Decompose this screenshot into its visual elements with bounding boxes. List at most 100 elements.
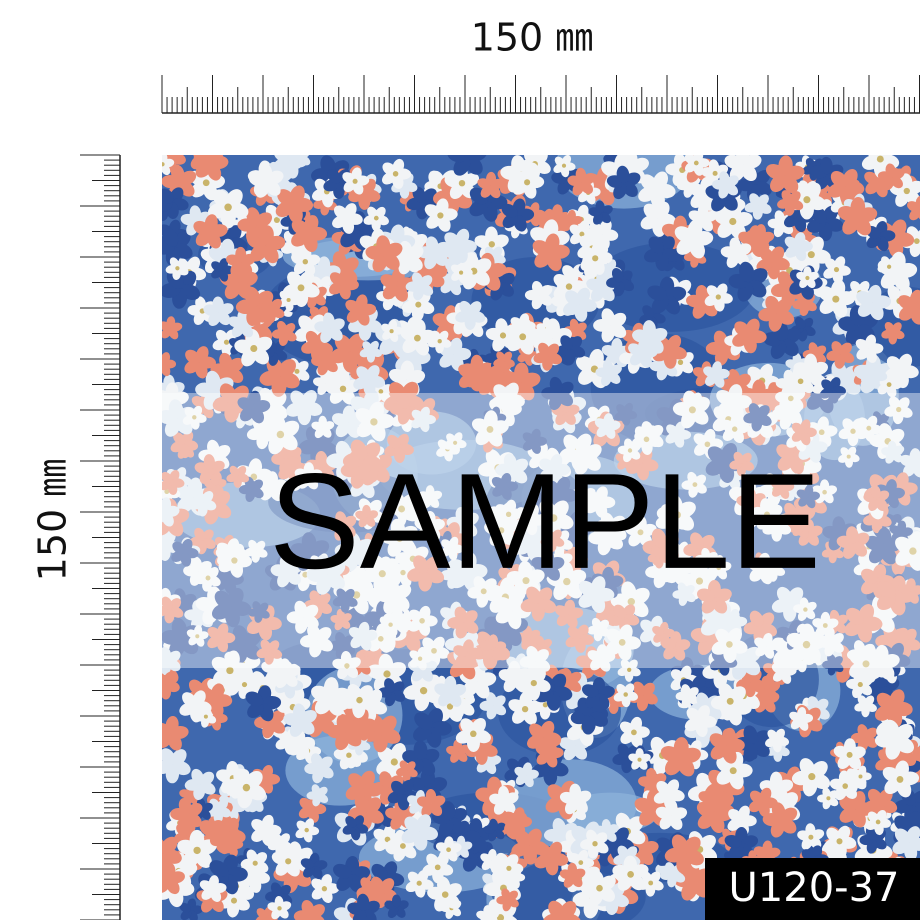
flower-center bbox=[542, 702, 549, 708]
flower-center bbox=[596, 884, 603, 892]
flower-center bbox=[373, 215, 379, 221]
flower-center bbox=[836, 838, 843, 845]
flower-center bbox=[352, 178, 358, 184]
flower-center bbox=[637, 529, 644, 536]
flower-center bbox=[224, 203, 232, 212]
flower-center bbox=[498, 527, 505, 534]
flower-center bbox=[305, 474, 311, 480]
flower-center bbox=[488, 241, 495, 248]
flower-center bbox=[339, 385, 347, 393]
flower-center bbox=[231, 557, 238, 564]
flower-center bbox=[524, 179, 531, 186]
flower-center bbox=[276, 430, 285, 439]
flower-center bbox=[913, 238, 920, 244]
flower-center bbox=[627, 667, 632, 672]
flower-center bbox=[285, 858, 292, 865]
flower-center bbox=[581, 493, 586, 498]
flower-center bbox=[459, 270, 464, 275]
flower-center bbox=[673, 511, 681, 519]
flower-center bbox=[431, 647, 437, 654]
flower-center bbox=[592, 255, 599, 262]
flower-center bbox=[398, 505, 406, 513]
flower-center bbox=[886, 382, 892, 387]
flower-center bbox=[862, 660, 870, 668]
flower-center bbox=[195, 634, 200, 639]
flower-center bbox=[857, 682, 863, 688]
flower-center bbox=[356, 696, 363, 704]
flower-center bbox=[530, 679, 537, 687]
flower-center bbox=[807, 251, 815, 259]
flower-center bbox=[193, 846, 201, 855]
flower-center bbox=[378, 636, 384, 642]
flower-center bbox=[808, 834, 814, 840]
flower-center bbox=[693, 160, 699, 166]
flower-center bbox=[392, 171, 399, 177]
flower-center bbox=[390, 758, 398, 766]
flower-center bbox=[808, 773, 816, 781]
flower-center bbox=[726, 641, 733, 648]
flower-center bbox=[729, 217, 737, 226]
flower-center bbox=[832, 295, 840, 303]
flower-center bbox=[505, 511, 512, 517]
flower-center bbox=[384, 836, 391, 843]
top-ruler-label: 150 ㎜ bbox=[471, 16, 594, 60]
flower-center bbox=[437, 212, 444, 219]
flower-center bbox=[506, 865, 512, 871]
flower-center bbox=[203, 714, 208, 719]
flower-center bbox=[286, 297, 291, 303]
flower-center bbox=[415, 301, 422, 308]
flower-center bbox=[378, 570, 386, 578]
flower-center bbox=[519, 333, 527, 341]
flower-center bbox=[458, 179, 466, 187]
flower-center bbox=[294, 368, 300, 374]
flower-center bbox=[522, 577, 530, 585]
flower-center bbox=[205, 575, 211, 581]
flower-center bbox=[850, 428, 856, 434]
flower-center bbox=[866, 425, 872, 431]
left-ruler-label: 150 ㎜ bbox=[31, 459, 75, 582]
flower-center bbox=[731, 426, 738, 432]
flower-center bbox=[304, 827, 309, 833]
flower-center bbox=[417, 656, 423, 661]
flower-center bbox=[226, 666, 234, 675]
flower-center bbox=[802, 640, 811, 649]
flower-center bbox=[858, 774, 863, 779]
flower-center bbox=[876, 155, 884, 163]
flower-center bbox=[388, 622, 393, 627]
flower-center bbox=[164, 489, 170, 495]
product-code: U120-37 bbox=[729, 865, 900, 911]
flower-center bbox=[241, 682, 248, 688]
flower-center bbox=[496, 914, 505, 920]
flower-center bbox=[370, 418, 378, 426]
flower-center bbox=[627, 871, 634, 878]
flower-center bbox=[277, 906, 282, 911]
flower-center bbox=[162, 162, 165, 167]
flower-center bbox=[631, 729, 637, 736]
flower-center bbox=[627, 448, 633, 453]
flower-center bbox=[822, 489, 827, 495]
flower-center bbox=[826, 796, 831, 801]
flower-center bbox=[486, 425, 494, 433]
flower-center bbox=[896, 406, 902, 413]
flower-center bbox=[787, 395, 794, 402]
flower-center bbox=[715, 294, 721, 300]
flower-center bbox=[453, 440, 458, 445]
flower-center bbox=[400, 569, 406, 576]
flower-center bbox=[712, 170, 718, 176]
flower-center bbox=[344, 663, 350, 669]
flower-center bbox=[561, 163, 567, 168]
flower-center bbox=[414, 334, 421, 342]
flower-center bbox=[446, 847, 451, 853]
flower-center bbox=[480, 588, 487, 595]
flower-center bbox=[875, 819, 881, 825]
fabric-flowers bbox=[162, 155, 920, 920]
flower-center bbox=[202, 179, 210, 187]
flower-center bbox=[797, 378, 804, 385]
flower-center bbox=[396, 534, 404, 542]
flower-center bbox=[579, 231, 585, 237]
flower-center bbox=[223, 339, 230, 345]
flower-center bbox=[648, 880, 654, 886]
flower-center bbox=[695, 577, 704, 585]
flower-center bbox=[175, 266, 180, 271]
